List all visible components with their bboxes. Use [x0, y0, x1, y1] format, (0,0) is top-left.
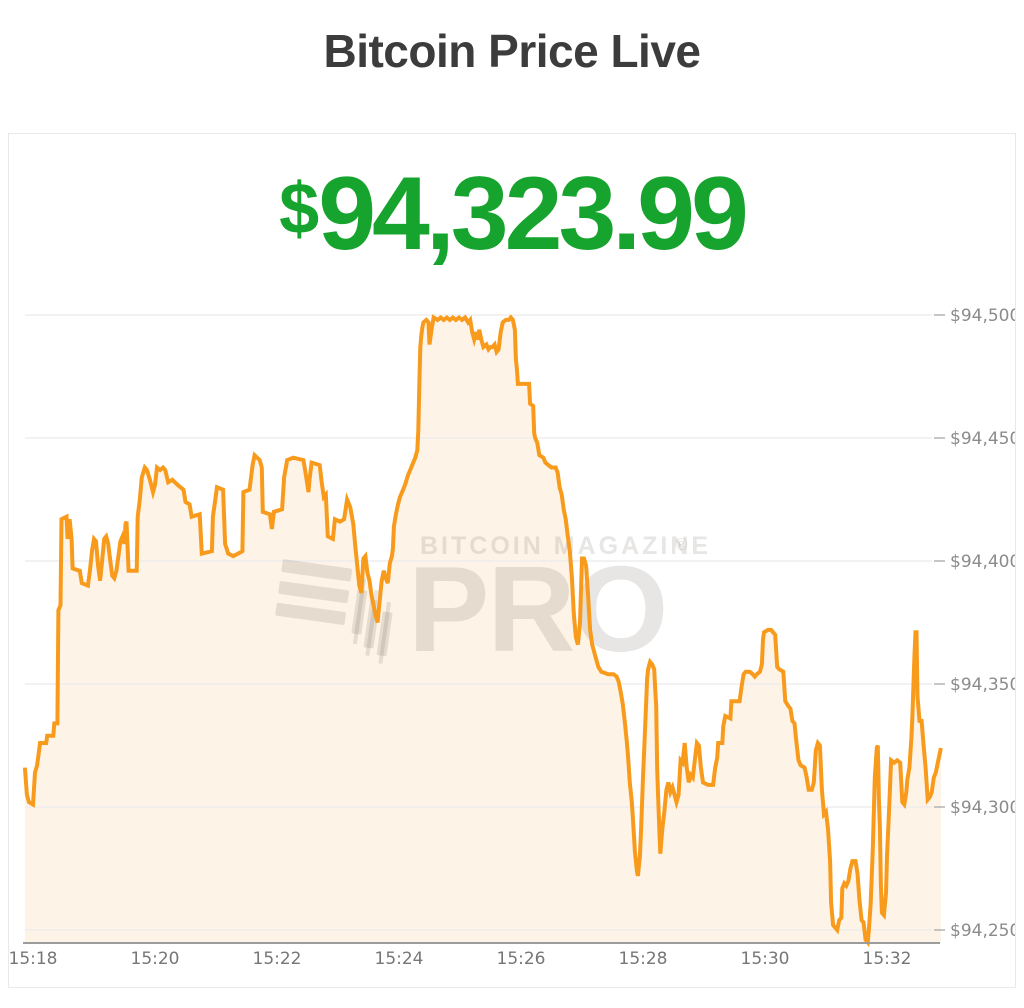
x-axis-label: 15:20: [131, 949, 180, 969]
bitcoin-magazine-logo-icon: [275, 559, 393, 664]
x-axis-label: 15:26: [497, 949, 546, 969]
x-axis-label: 15:30: [741, 949, 790, 969]
y-axis-label: $94,400: [950, 552, 1015, 572]
chart-card: BITCOIN MAGAZINE ® PRO $94,500 $94,450 $94…: [8, 133, 1016, 988]
y-axis-label: $94,350: [950, 675, 1015, 695]
y-axis-label: $94,450: [950, 429, 1015, 449]
x-axis-label: 15:24: [375, 949, 424, 969]
axis-labels: $94,500 $94,450 $94,400 $94,350 $94,300 $94,2…: [9, 306, 1015, 969]
watermark-pro: PRO: [408, 541, 666, 677]
x-axis-label: 15:22: [253, 949, 302, 969]
price-value: 94,323.99: [318, 156, 749, 272]
watermark: BITCOIN MAGAZINE ® PRO: [275, 532, 711, 677]
gridlines: [25, 314, 945, 931]
price-line: [22, 314, 943, 948]
price-chart[interactable]: BITCOIN MAGAZINE ® PRO $94,500$94,450$94…: [9, 134, 1015, 987]
y-axis-label: $94,250: [950, 921, 1015, 941]
page-title: Bitcoin Price Live: [323, 25, 701, 77]
current-price: $94,323.99: [9, 152, 1015, 302]
x-axis-label: 15:32: [863, 949, 912, 969]
y-axis-label: $94,300: [950, 798, 1015, 818]
watermark-wordmark: BITCOIN MAGAZINE: [420, 532, 711, 560]
x-axis-label: 15:28: [619, 949, 668, 969]
watermark-registered-icon: ®: [675, 535, 688, 554]
currency-symbol: $: [279, 169, 319, 249]
x-axis-label: 15:18: [9, 949, 58, 969]
y-axis-label: $94,500: [950, 306, 1015, 326]
